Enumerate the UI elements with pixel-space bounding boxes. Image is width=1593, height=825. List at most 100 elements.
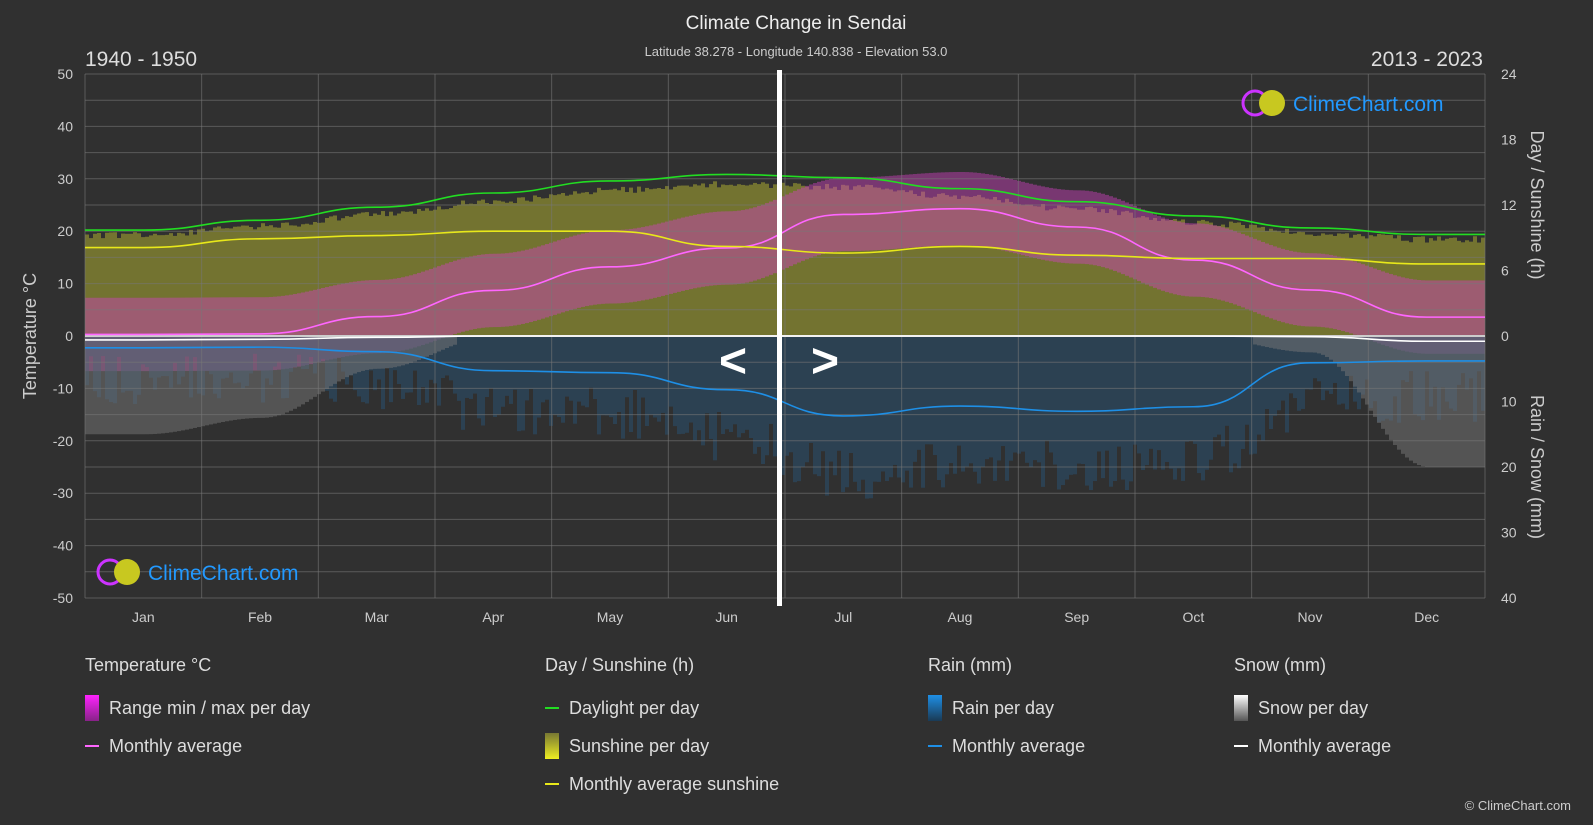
snow-bar xyxy=(201,336,205,427)
sunshine-bar xyxy=(1333,235,1337,336)
sunshine-bar xyxy=(493,200,497,336)
temp-range-bar xyxy=(553,241,557,315)
sunshine-bar xyxy=(1377,233,1381,336)
y-right-bottom-tick: 30 xyxy=(1501,525,1517,541)
sunshine-bar xyxy=(945,195,949,336)
sunshine-bar xyxy=(301,224,305,336)
sunshine-bar xyxy=(1229,221,1233,336)
sunshine-bar xyxy=(245,225,249,336)
sunshine-bar xyxy=(693,184,697,336)
sunshine-bar xyxy=(1021,205,1025,336)
x-tick: Jul xyxy=(834,609,852,625)
temp-range-bar xyxy=(789,192,793,267)
sunshine-bar xyxy=(829,188,833,336)
rain-bar xyxy=(1089,336,1093,491)
rain-bar xyxy=(945,336,949,475)
sunshine-bar xyxy=(877,187,881,336)
rain-bar xyxy=(781,336,785,475)
temp-range-bar xyxy=(1377,269,1381,344)
sunshine-bar xyxy=(789,186,793,336)
rain-bar xyxy=(1245,336,1249,425)
sunshine-bar xyxy=(701,183,705,336)
sunshine-bar xyxy=(1325,234,1329,336)
temp-range-bar xyxy=(1149,212,1153,287)
temp-range-bar xyxy=(1037,185,1041,259)
range-swatch xyxy=(85,695,99,721)
next-arrow[interactable]: > xyxy=(811,335,839,388)
sunshine-bar xyxy=(281,222,285,336)
temp-range-bar xyxy=(1161,217,1165,291)
snow-bar xyxy=(137,336,141,435)
rain-bar xyxy=(573,336,577,424)
snow-bar xyxy=(1397,336,1401,450)
sunshine-bar xyxy=(645,187,649,336)
sunshine-bar xyxy=(1105,213,1109,336)
temp-range-bar xyxy=(1257,240,1261,314)
y-right-bottom-label: Rain / Snow (mm) xyxy=(1527,395,1547,539)
sunshine-bar xyxy=(129,233,133,336)
snow-bar xyxy=(437,336,441,352)
rain-bar xyxy=(537,336,541,418)
snow-bar xyxy=(1329,336,1333,360)
snow-bar xyxy=(341,336,345,380)
rain-bar xyxy=(885,336,889,481)
temp-range-bar xyxy=(465,257,469,331)
temp-range-bar xyxy=(825,179,829,254)
snow-bar xyxy=(121,336,125,435)
sunshine-bar xyxy=(105,232,109,336)
sunshine-bar xyxy=(785,185,789,336)
rain-bar xyxy=(837,336,841,451)
sunshine-bar xyxy=(989,199,993,336)
rain-bar xyxy=(481,336,485,426)
sunshine-bar xyxy=(769,187,773,336)
rain-bar xyxy=(1201,336,1205,481)
snow-bar xyxy=(1393,336,1397,446)
rain-bar xyxy=(793,336,797,483)
rain-bar xyxy=(977,336,981,484)
sunshine-bar xyxy=(981,197,985,336)
rain-bar xyxy=(873,336,877,482)
sunshine-bar xyxy=(953,195,957,336)
sunshine-bar xyxy=(1393,238,1397,336)
snow-bar xyxy=(213,336,217,424)
snow-bar xyxy=(173,336,177,432)
brand-logo-text: ClimeChart.com xyxy=(1293,93,1444,116)
x-tick: Oct xyxy=(1182,609,1204,625)
sunshine-bar xyxy=(1465,240,1469,336)
snow-bar xyxy=(1429,336,1433,467)
rain-bar xyxy=(769,336,773,424)
sunshine-bar xyxy=(1341,233,1345,336)
sunshine-bar xyxy=(321,222,325,336)
x-tick: Dec xyxy=(1414,609,1439,625)
legend-label: Monthly average sunshine xyxy=(569,773,780,794)
sunshine-bar xyxy=(313,221,317,336)
sunshine-bar xyxy=(629,187,633,336)
sunshine-bar xyxy=(741,184,745,336)
rain-bar xyxy=(1077,336,1081,464)
sunshine-bar xyxy=(329,216,333,336)
sunshine-bar xyxy=(929,197,933,336)
temp-range-bar xyxy=(569,236,573,310)
y-right-bottom-tick: 40 xyxy=(1501,590,1517,606)
rain-bar xyxy=(953,336,957,474)
rain-bar xyxy=(969,336,973,464)
snow-bar xyxy=(221,336,225,422)
logo-icon xyxy=(114,559,140,585)
temp-range-bar xyxy=(581,233,585,307)
temp-range-bar xyxy=(449,262,453,336)
sunshine-bar xyxy=(1357,234,1361,336)
snow-bar xyxy=(1285,336,1289,351)
sunshine-bar xyxy=(949,196,953,336)
y-right-top-tick: 12 xyxy=(1501,197,1517,213)
sunshine-bar xyxy=(889,189,893,336)
sunshine-bar xyxy=(1049,209,1053,336)
rain-bar xyxy=(785,336,789,456)
sunshine-bar xyxy=(1469,241,1473,336)
sunshine-bar xyxy=(725,185,729,336)
snow-bar xyxy=(413,336,417,362)
rain-bar xyxy=(1105,336,1109,451)
prev-arrow[interactable]: < xyxy=(719,335,747,388)
rain-bar xyxy=(1113,336,1117,482)
rain-bar xyxy=(577,336,581,402)
sunshine-bar xyxy=(1201,219,1205,336)
